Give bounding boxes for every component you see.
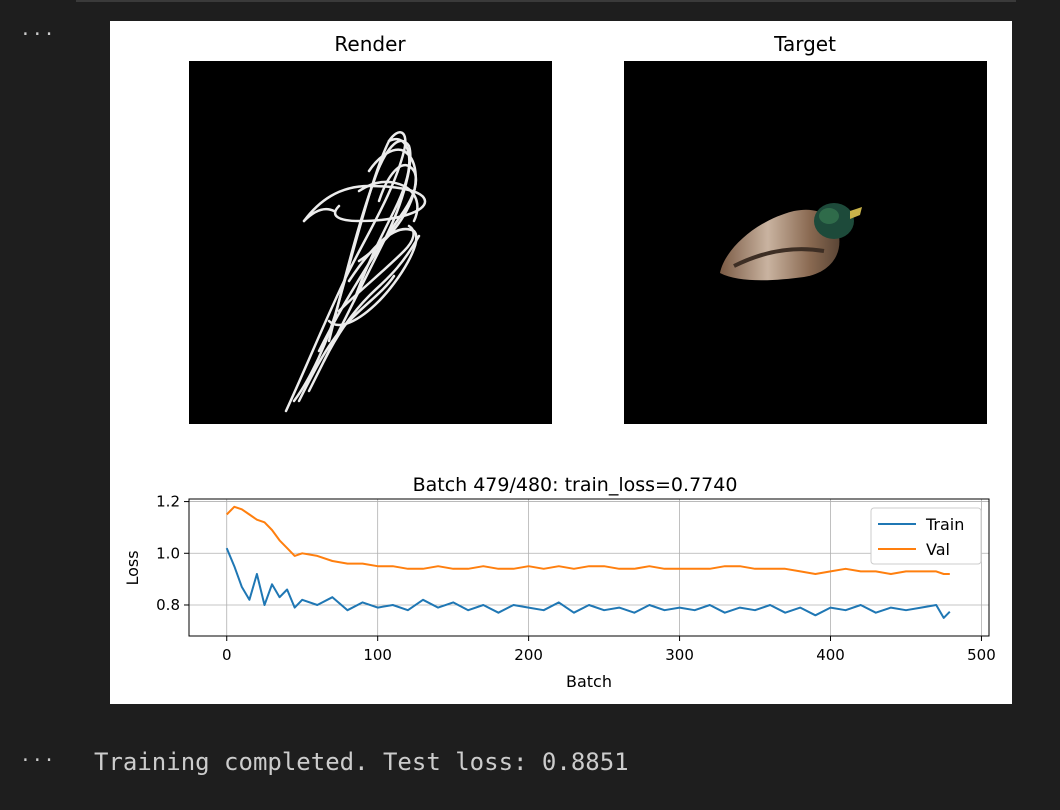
output-figure: Render Target (110, 21, 1012, 704)
x-tick-label: 500 (967, 646, 996, 664)
y-tick-label: 0.8 (156, 596, 180, 614)
render-title: Render (334, 32, 406, 56)
target-image (624, 61, 987, 424)
x-axis-ticks: 0 100 200 300 400 500 (222, 636, 996, 664)
y-tick-label: 1.2 (156, 493, 180, 511)
y-axis-ticks: 0.8 1.0 1.2 (156, 493, 189, 614)
legend-val-label: Val (926, 540, 950, 559)
series-line-val (225, 505, 950, 575)
legend: Train Val (870, 507, 982, 565)
x-tick-label: 300 (665, 646, 694, 664)
stdout-text: Training completed. Test loss: 0.8851 (94, 748, 629, 776)
cell-divider (76, 0, 1016, 2)
series-line-train (225, 547, 951, 619)
x-tick-label: 400 (816, 646, 845, 664)
render-image (189, 61, 552, 424)
x-axis-label: Batch (566, 672, 612, 691)
x-tick-label: 0 (222, 646, 232, 664)
x-tick-label: 200 (514, 646, 543, 664)
legend-train-label: Train (925, 515, 964, 534)
loss-chart: Batch 479/480: train_loss=0.7740 0 100 200… (123, 474, 996, 691)
plot-frame (188, 498, 990, 637)
more-icon[interactable]: ··· (20, 24, 56, 45)
target-title: Target (774, 32, 836, 56)
y-axis-label: Loss (123, 550, 142, 585)
render-scribble (284, 131, 427, 413)
more-icon[interactable]: ··· (20, 750, 56, 771)
duck-image (720, 203, 862, 281)
grid (189, 499, 989, 636)
x-tick-label: 100 (363, 646, 392, 664)
chart-title: Batch 479/480: train_loss=0.7740 (413, 474, 738, 496)
series-lines (225, 505, 951, 619)
y-tick-label: 1.0 (156, 544, 180, 562)
